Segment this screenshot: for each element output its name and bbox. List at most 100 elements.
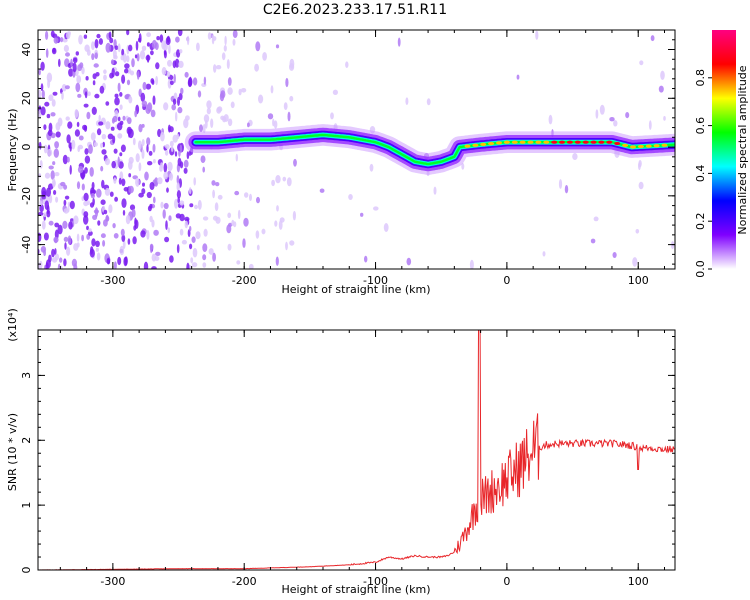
- heatmap-speckle: [66, 156, 70, 163]
- heatmap-speckle: [134, 110, 138, 118]
- heatmap-speckle: [192, 77, 198, 86]
- heatmap-speckle: [214, 202, 219, 212]
- heatmap-speckle: [197, 90, 202, 98]
- heatmap-peak: [519, 140, 526, 144]
- heatmap-peak: [630, 145, 636, 149]
- heatmap-speckle: [433, 186, 437, 195]
- heatmap-speckle: [88, 228, 92, 233]
- heatmap-speckle: [219, 92, 225, 102]
- heatmap-speckle: [134, 217, 137, 227]
- heatmap-speckle: [55, 131, 61, 138]
- heatmap-speckle: [348, 194, 353, 200]
- heatmap-speckle: [176, 244, 180, 254]
- heatmap-speckle: [121, 178, 126, 187]
- heatmap-speckle: [107, 133, 114, 140]
- heatmap-speckle: [207, 32, 212, 40]
- heatmap-speckle: [206, 100, 212, 109]
- heatmap-speckle: [155, 75, 159, 86]
- heatmap-speckle: [199, 124, 203, 132]
- heatmap-speckle: [108, 31, 112, 39]
- heatmap-speckle: [249, 193, 252, 201]
- heatmap-speckle: [38, 68, 41, 76]
- heatmap-speckle: [224, 35, 227, 46]
- heatmap-speckle: [572, 153, 578, 160]
- heatmap-speckle: [172, 60, 177, 69]
- heatmap-speckle: [139, 50, 146, 60]
- heatmap-speckle: [112, 115, 118, 123]
- heatmap-speckle: [101, 149, 107, 155]
- heatmap-speckle: [140, 230, 146, 238]
- heatmap-speckle: [91, 41, 95, 51]
- heatmap-speckle: [63, 199, 67, 206]
- x-tick-label: -300: [100, 575, 125, 588]
- heatmap-speckle: [164, 236, 170, 243]
- heatmap-speckle: [177, 196, 180, 204]
- heatmap-speckle: [78, 135, 84, 141]
- heatmap-speckle: [45, 262, 49, 269]
- heatmap-peak: [480, 142, 487, 146]
- heatmap-speckle: [79, 62, 84, 69]
- heatmap-speckle: [122, 240, 126, 249]
- heatmap-speckle: [66, 246, 71, 256]
- heatmap-speckle: [405, 97, 409, 105]
- heatmap-speckle: [121, 48, 125, 57]
- heatmap-speckle: [168, 44, 171, 54]
- heatmap-speckle: [68, 68, 74, 77]
- heatmap-peak: [574, 140, 581, 144]
- heatmap-speckle: [70, 58, 73, 68]
- heatmap-speckle: [650, 35, 655, 42]
- heatmap-speckle: [110, 126, 115, 131]
- heatmap-speckle: [149, 243, 154, 250]
- colorbar-tick-label: 0.4: [694, 165, 707, 183]
- heatmap-speckle: [184, 71, 189, 78]
- heatmap-speckle: [95, 240, 100, 247]
- heatmap-speckle: [227, 77, 232, 86]
- heatmap-speckle: [212, 252, 217, 262]
- heatmap-speckle: [100, 142, 103, 148]
- heatmap-speckle: [176, 49, 181, 58]
- heatmap-speckle: [51, 248, 55, 258]
- heatmap-speckle: [164, 149, 169, 156]
- heatmap-speckle: [191, 262, 198, 268]
- heatmap-speckle: [91, 181, 95, 190]
- heatmap-speckle: [275, 175, 281, 184]
- heatmap-speckle: [135, 177, 140, 187]
- heatmap-speckle: [189, 225, 192, 232]
- heatmap-speckle: [76, 121, 80, 128]
- heatmap-speckle: [161, 40, 167, 50]
- heatmap-speckle: [226, 224, 232, 234]
- heatmap-speckle: [345, 61, 349, 68]
- heatmap-speckle: [173, 73, 176, 84]
- heatmap-speckle: [165, 36, 171, 46]
- heatmap-speckle: [94, 207, 99, 218]
- heatmap-speckle: [44, 101, 50, 107]
- heatmap-speckle: [151, 39, 157, 49]
- heatmap-speckle: [170, 145, 174, 152]
- heatmap-speckle: [167, 161, 173, 172]
- heatmap-speckle: [105, 101, 110, 106]
- heatmap-speckle: [213, 64, 217, 73]
- heatmap-speckle: [43, 249, 46, 257]
- heatmap-speckle: [167, 59, 172, 67]
- x-tick-label: -200: [232, 575, 257, 588]
- heatmap-speckle: [542, 251, 546, 257]
- heatmap-speckle: [73, 243, 79, 251]
- heatmap-speckle: [564, 185, 569, 194]
- heatmap-speckle: [203, 114, 210, 123]
- heatmap-speckle: [638, 160, 642, 168]
- heatmap-speckle: [231, 219, 235, 226]
- heatmap-speckle: [157, 177, 163, 185]
- heatmap-speckle: [71, 139, 76, 150]
- heatmap-speckle: [148, 150, 153, 156]
- heatmap-speckle: [330, 112, 334, 120]
- heatmap-speckle: [102, 141, 105, 148]
- heatmap-speckle: [163, 202, 169, 210]
- heatmap-speckle: [114, 45, 119, 50]
- heatmap-speckle: [118, 177, 122, 185]
- heatmap-speckle: [271, 179, 275, 187]
- heatmap-speckle: [60, 37, 64, 43]
- heatmap-speckle: [178, 60, 184, 68]
- heatmap-speckle: [76, 75, 82, 84]
- heatmap-speckle: [91, 53, 95, 61]
